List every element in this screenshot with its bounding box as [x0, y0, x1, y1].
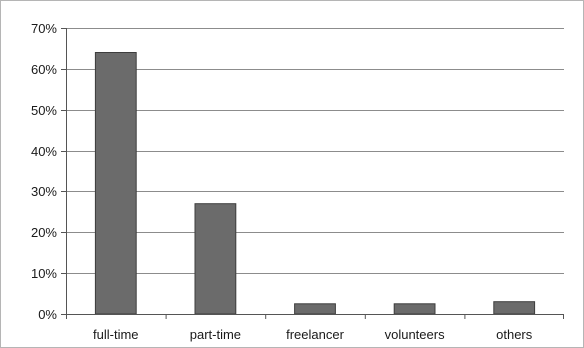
bar-freelancer [294, 303, 336, 315]
x-tick-label: volunteers [385, 327, 445, 342]
y-tick-label: 30% [31, 184, 57, 199]
bars [94, 52, 536, 315]
y-tick-label: 10% [31, 266, 57, 281]
y-axis-ticks: 0% 10% 20% 30% 40% 50% 60% 70% [31, 21, 66, 322]
bar-others [493, 301, 536, 315]
x-tick-label: freelancer [286, 327, 344, 342]
bar-part-time [194, 203, 237, 315]
axes [66, 28, 564, 319]
x-axis-labels: full-time part-time freelancer volunteers ot… [93, 327, 533, 342]
y-tick-label: 40% [31, 144, 57, 159]
x-tick-label: full-time [93, 327, 139, 342]
bar-volunteers [393, 303, 436, 315]
x-tick-label: others [496, 327, 533, 342]
y-tick-label: 70% [31, 21, 57, 36]
y-tick-label: 0% [38, 307, 57, 322]
bar-full-time [94, 52, 137, 315]
y-tick-label: 50% [31, 103, 57, 118]
y-tick-label: 20% [31, 225, 57, 240]
gridlines [66, 28, 564, 274]
y-tick-label: 60% [31, 62, 57, 77]
x-tick-label: part-time [190, 327, 241, 342]
